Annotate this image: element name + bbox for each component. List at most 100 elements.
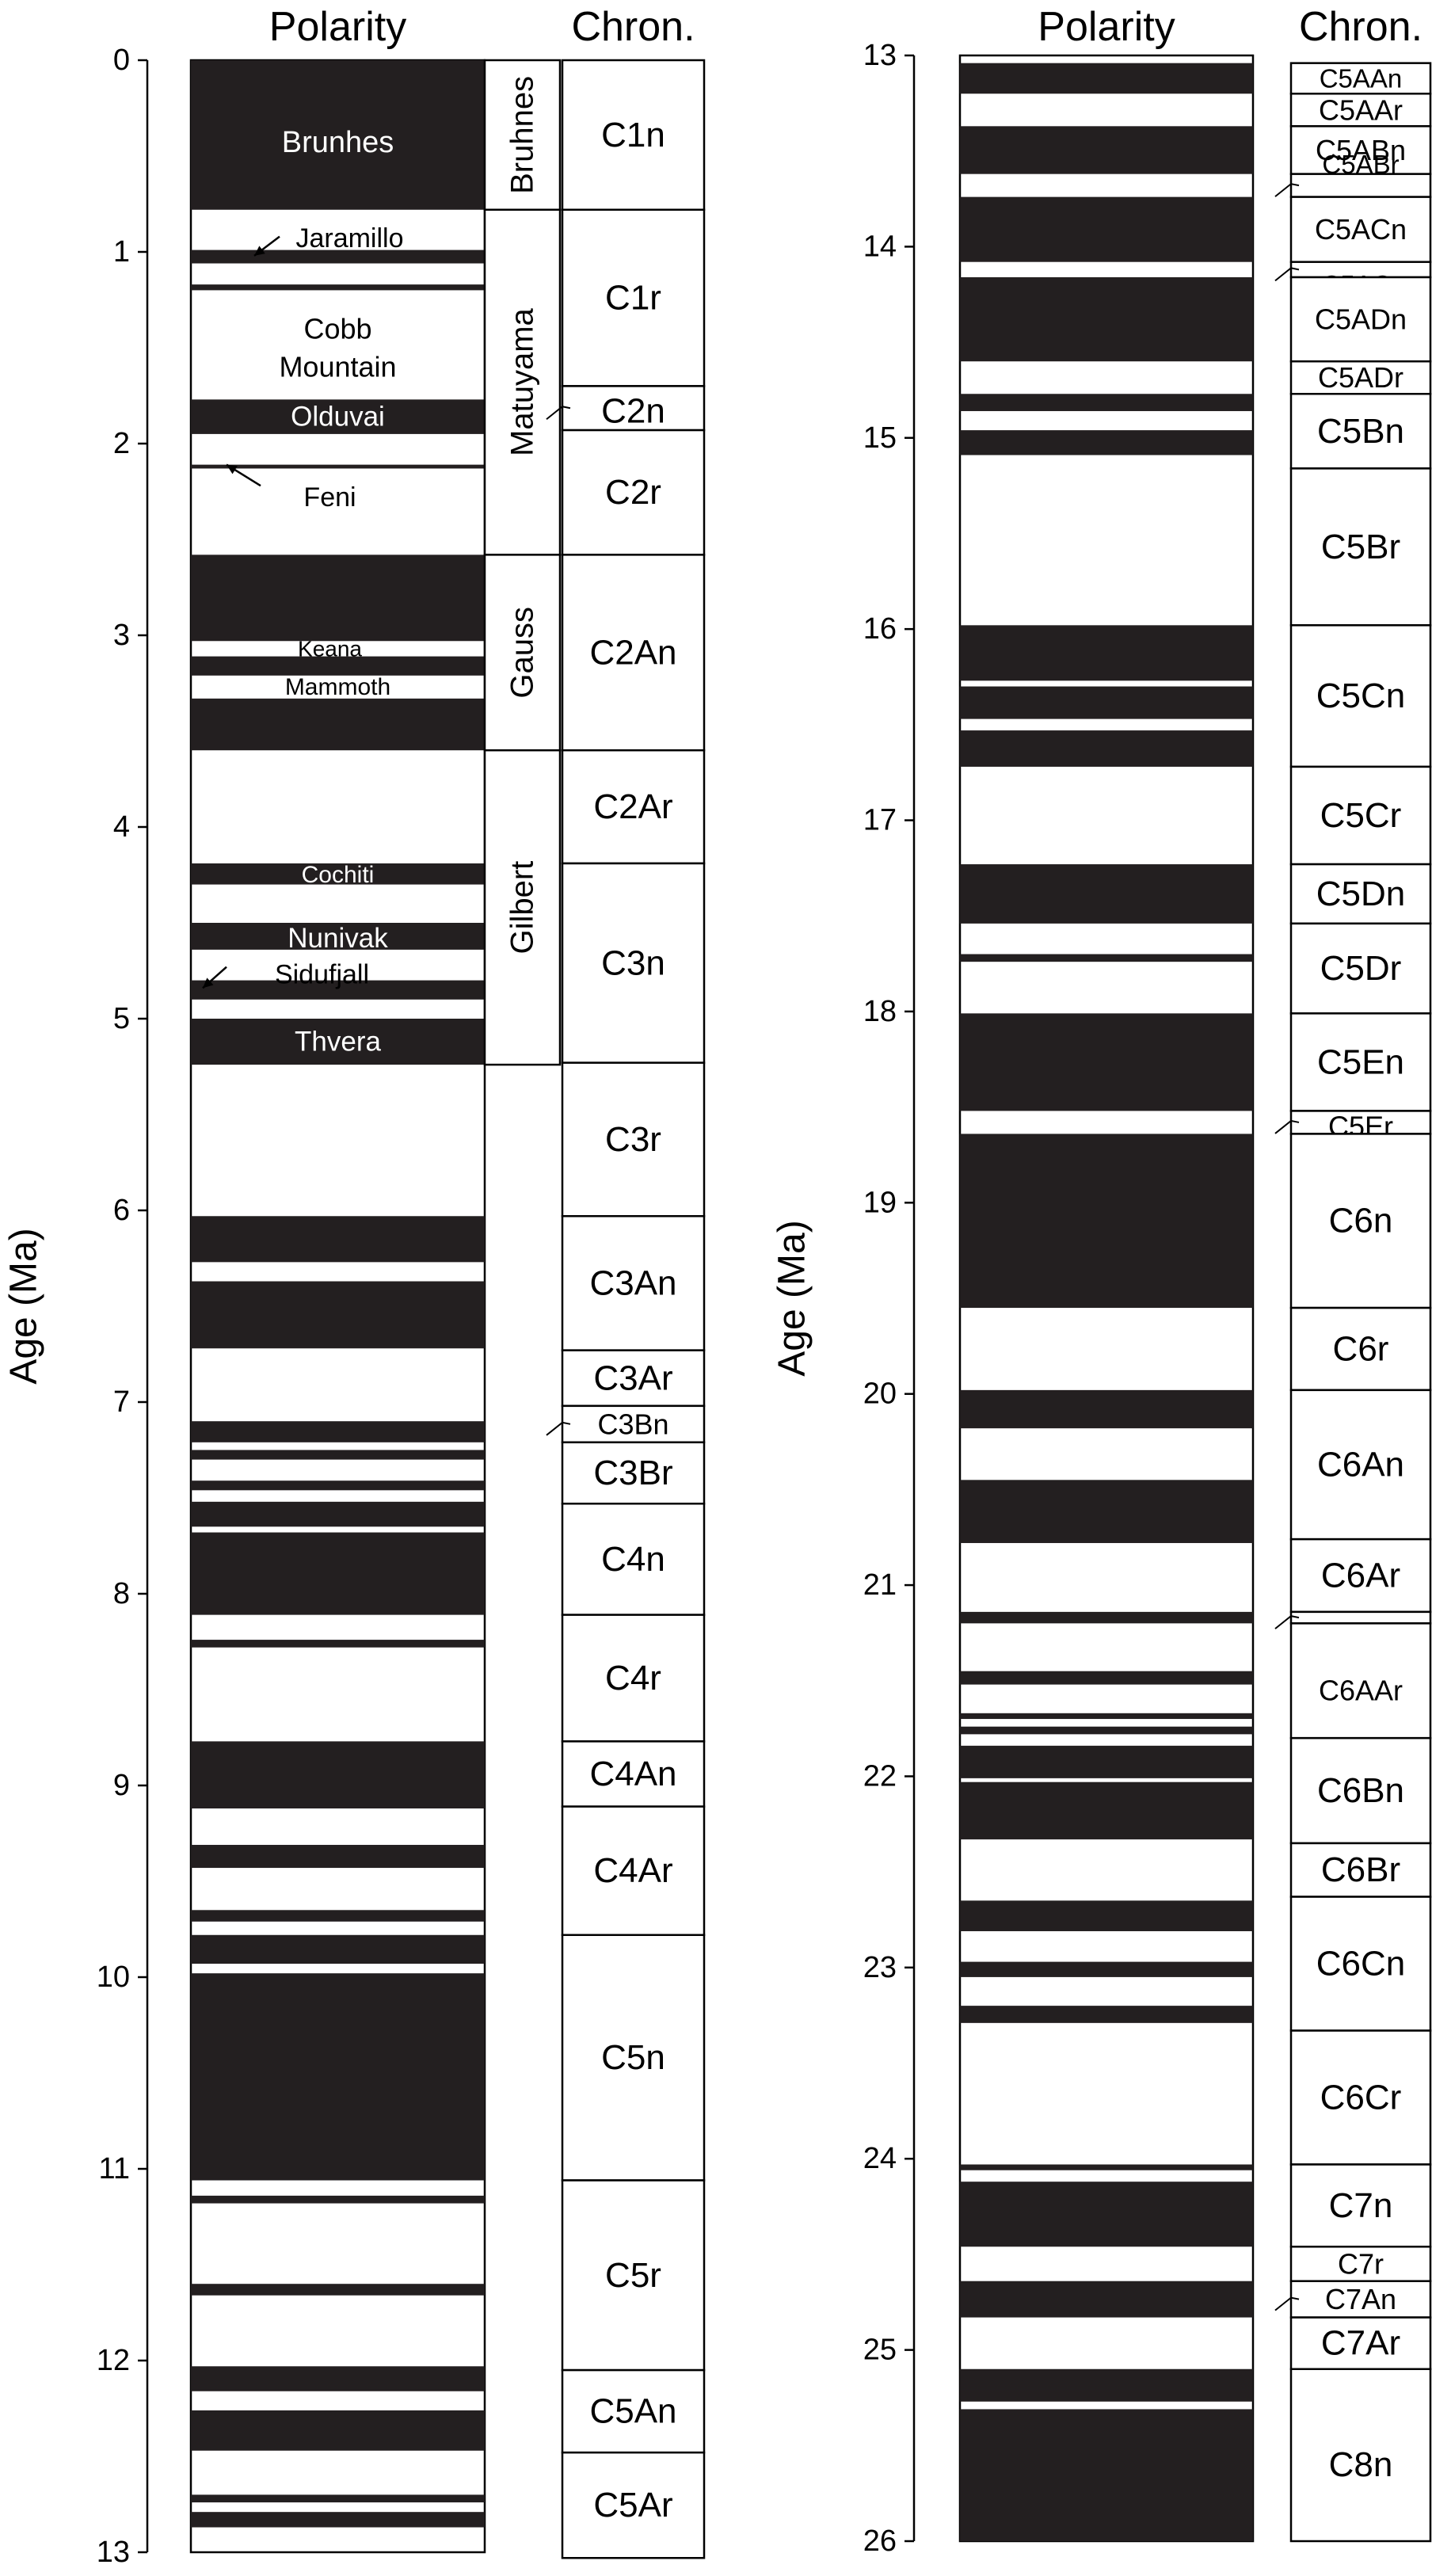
- epoch-cell: [483, 59, 562, 211]
- chron-header: Chron.: [571, 4, 695, 50]
- chron-cell: [1289, 1133, 1432, 1309]
- chron-cell: [1289, 1622, 1432, 1740]
- chron-cell: [1289, 2368, 1432, 2543]
- chron-header: Chron.: [1299, 4, 1422, 50]
- normal-polarity-interval: [191, 1640, 485, 1648]
- normal-polarity-interval: [191, 698, 485, 751]
- y-axis-label: Age (Ma): [3, 1228, 45, 1384]
- chron-label: C2Ar: [593, 787, 672, 826]
- chron-label: C3r: [605, 1120, 661, 1159]
- y-tick-label: 0: [113, 44, 130, 77]
- y-tick-label: 17: [863, 804, 897, 837]
- chron-cell: [1289, 196, 1432, 263]
- normal-polarity-interval: [960, 2409, 1253, 2541]
- y-tick-label: 22: [863, 1759, 897, 1793]
- normal-polarity-interval: [960, 730, 1253, 767]
- chron-label: C5r: [605, 2256, 661, 2295]
- chron-label: C7n: [1329, 2186, 1393, 2225]
- chron-cell: [561, 59, 706, 211]
- normal-polarity-interval: [191, 1450, 485, 1460]
- y-tick-label: 14: [863, 230, 897, 263]
- chron-cell: [1289, 2163, 1432, 2248]
- subchron-label: Jaramillo: [295, 223, 403, 253]
- chron-cell: [561, 1061, 706, 1218]
- y-tick-label: 12: [97, 2344, 130, 2377]
- chron-label: C5En: [1317, 1042, 1404, 1081]
- chron-label: C4n: [601, 1540, 665, 1579]
- chron-label: C6Ar: [1321, 1557, 1400, 1595]
- y-tick-label: 20: [863, 1378, 897, 1411]
- chron-pointer: [1274, 267, 1300, 282]
- normal-polarity-interval: [191, 1501, 485, 1527]
- chron-cell: [561, 429, 706, 556]
- y-tick-label: 8: [113, 1577, 130, 1610]
- normal-polarity-interval: [191, 1741, 485, 1809]
- y-tick-label: 9: [113, 1769, 130, 1802]
- normal-polarity-interval: [960, 1900, 1253, 1931]
- normal-polarity-interval: [191, 2494, 485, 2503]
- normal-polarity-interval: [191, 863, 485, 885]
- chron-cell: [1289, 1110, 1432, 1135]
- chron-label: C6r: [1333, 1329, 1389, 1368]
- normal-polarity-interval: [960, 430, 1253, 455]
- subchron-label: Mammoth: [285, 674, 390, 700]
- chron-label: C6An: [1317, 1446, 1404, 1484]
- normal-polarity-interval: [191, 60, 485, 210]
- chron-label: C6Cr: [1320, 2078, 1402, 2117]
- normal-polarity-interval: [191, 1281, 485, 1349]
- normal-polarity-interval: [191, 656, 485, 676]
- normal-polarity-interval: [960, 277, 1253, 362]
- subchron-label: Keana: [298, 636, 362, 661]
- chron-label: C3Br: [593, 1454, 672, 1492]
- normal-polarity-interval: [191, 2410, 485, 2451]
- chron-cell: [1289, 276, 1432, 363]
- chron-cell: [1289, 922, 1432, 1015]
- chron-cell: [1289, 1842, 1432, 1898]
- normal-polarity-interval: [960, 2281, 1253, 2318]
- normal-polarity-interval: [191, 1216, 485, 1263]
- subchron-label: Sidufjall: [275, 959, 369, 989]
- y-tick-label: 6: [113, 1194, 130, 1227]
- polarity-header: Polarity: [1038, 4, 1175, 50]
- chron-cell: [561, 2451, 706, 2559]
- chron-cell: [1289, 624, 1432, 768]
- y-tick-label: 13: [863, 39, 897, 72]
- chron-label: C5Cr: [1320, 796, 1402, 835]
- chron-cell: [561, 749, 706, 865]
- chron-cell: [1289, 467, 1432, 627]
- chron-cell: [561, 1614, 706, 1743]
- chron-label: C8n: [1329, 2445, 1393, 2484]
- chron-cell: [1289, 1389, 1432, 1541]
- chron-cell: [1289, 393, 1432, 470]
- chron-label: C5ADn: [1315, 303, 1407, 336]
- chron-cell: [1289, 1736, 1432, 1845]
- normal-polarity-interval: [191, 284, 485, 291]
- chron-label: C5Ar: [593, 2486, 672, 2525]
- chron-label: C5Dn: [1316, 875, 1406, 913]
- normal-polarity-interval: [191, 2366, 485, 2391]
- chron-label: C5Br: [1321, 528, 1400, 566]
- chron-cell: [1289, 1538, 1432, 1614]
- normal-polarity-interval: [960, 625, 1253, 681]
- y-tick-label: 25: [863, 2334, 897, 2367]
- y-tick-label: 10: [97, 1961, 130, 1994]
- normal-polarity-interval: [191, 1845, 485, 1869]
- chron-cell: [561, 1503, 706, 1616]
- epoch-label: Gauss: [505, 607, 540, 699]
- chron-label: C5n: [601, 2038, 665, 2077]
- normal-polarity-interval: [960, 2164, 1253, 2170]
- normal-polarity-interval: [191, 464, 485, 469]
- chron-label: C6Br: [1321, 1850, 1400, 1889]
- chron-cell: [561, 1215, 706, 1351]
- chron-label: C7An: [1325, 2283, 1396, 2315]
- y-tick-label: 2: [113, 427, 130, 460]
- normal-polarity-interval: [191, 2284, 485, 2296]
- chron-cell: [1289, 1896, 1432, 2032]
- chron-label: C1n: [601, 116, 665, 154]
- chron-pointer: [1274, 183, 1300, 197]
- normal-polarity-interval: [191, 1480, 485, 1491]
- normal-polarity-interval: [960, 126, 1253, 174]
- arrow-head: [203, 977, 214, 989]
- normal-polarity-interval: [960, 864, 1253, 924]
- polarity-header: Polarity: [269, 4, 406, 50]
